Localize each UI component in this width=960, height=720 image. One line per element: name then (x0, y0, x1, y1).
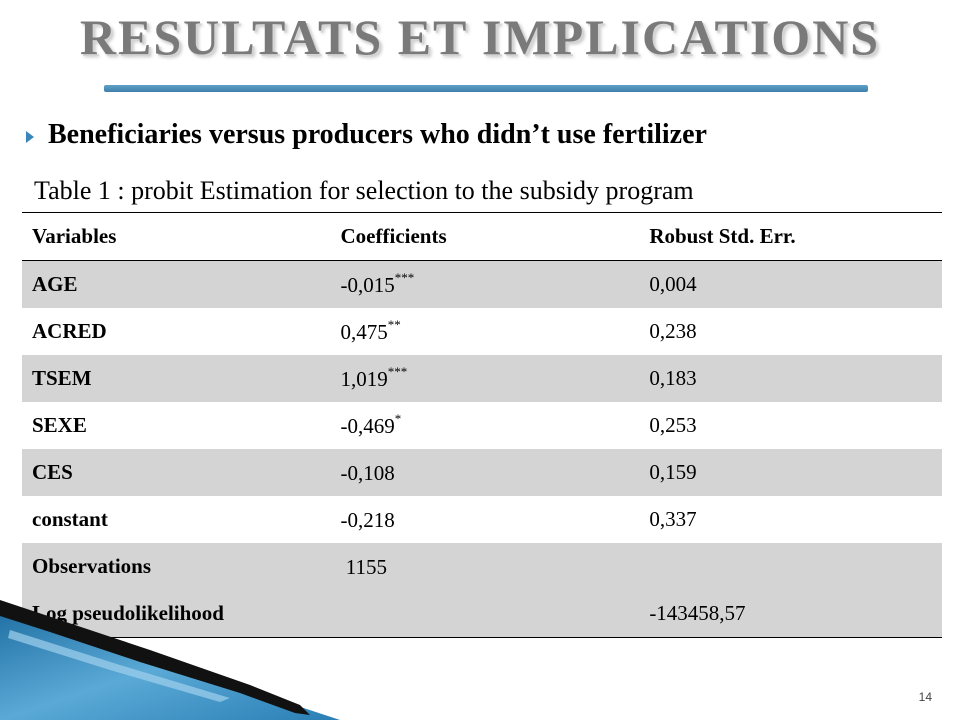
slide-title: RESULTATS ET IMPLICATIONS (79, 9, 881, 65)
row-coefficient (330, 590, 640, 638)
row-std-err: 0,337 (649, 507, 697, 531)
row-std-err: 0,004 (639, 260, 942, 308)
row-std-err: -143458,57 (639, 590, 942, 638)
probit-results-table: Variables Coefficients Robust Std. Err. … (22, 212, 942, 638)
table-row: AGE -0,015*** 0,004 (22, 260, 942, 308)
header-coefficients: Coefficients (340, 224, 447, 248)
bullet-text: Beneficiaries versus producers who didn’… (48, 119, 707, 150)
row-variable: TSEM (22, 355, 331, 402)
row-variable: AGE (22, 260, 331, 308)
significance-stars: *** (394, 269, 415, 285)
row-std-err: 0,159 (639, 449, 942, 496)
row-variable: CES (22, 449, 331, 496)
table-row: constant -0,218 0,337 (22, 496, 942, 543)
bullet-point: Beneficiaries versus producers who didn’… (26, 115, 707, 155)
table-caption: Table 1 : probit Estimation for selectio… (34, 176, 694, 205)
table-row: CES -0,108 0,159 (22, 449, 942, 496)
table-header-row: Variables Coefficients Robust Std. Err. (22, 212, 942, 261)
row-variable: ACRED (32, 319, 107, 343)
row-std-err: 0,183 (639, 355, 942, 402)
row-coefficient: 0,475** (340, 316, 401, 344)
row-std-err: 0,238 (649, 319, 697, 343)
header-variables: Variables (32, 224, 117, 248)
significance-stars: *** (387, 363, 408, 379)
row-coefficient: 1155 (330, 543, 640, 590)
row-std-err: 0,253 (649, 413, 697, 437)
significance-stars: ** (387, 316, 401, 332)
header-std-err: Robust Std. Err. (649, 224, 796, 248)
bullet-arrow-icon (26, 131, 34, 143)
row-coefficient: -0,218 (340, 507, 395, 532)
page-number: 14 (918, 690, 932, 704)
row-coefficient: -0,108 (330, 449, 640, 496)
table-row: ACRED 0,475** 0,238 (22, 308, 942, 355)
table-row: TSEM 1,019*** 0,183 (22, 355, 942, 402)
row-coefficient: -0,469* (340, 410, 402, 438)
row-coefficient: -0,015*** (330, 260, 640, 308)
row-variable: Observations (22, 543, 331, 590)
corner-decoration (0, 600, 340, 720)
row-coefficient: 1,019*** (330, 355, 640, 402)
row-std-err (639, 543, 942, 590)
row-variable: constant (32, 507, 108, 531)
significance-stars: * (394, 410, 402, 426)
title-underline (104, 85, 868, 92)
table-row: Observations 1155 (22, 543, 942, 590)
table-row: SEXE -0,469* 0,253 (22, 402, 942, 449)
table-row: Log pseudolikelihood -143458,57 (22, 590, 942, 638)
row-variable: SEXE (32, 413, 87, 437)
